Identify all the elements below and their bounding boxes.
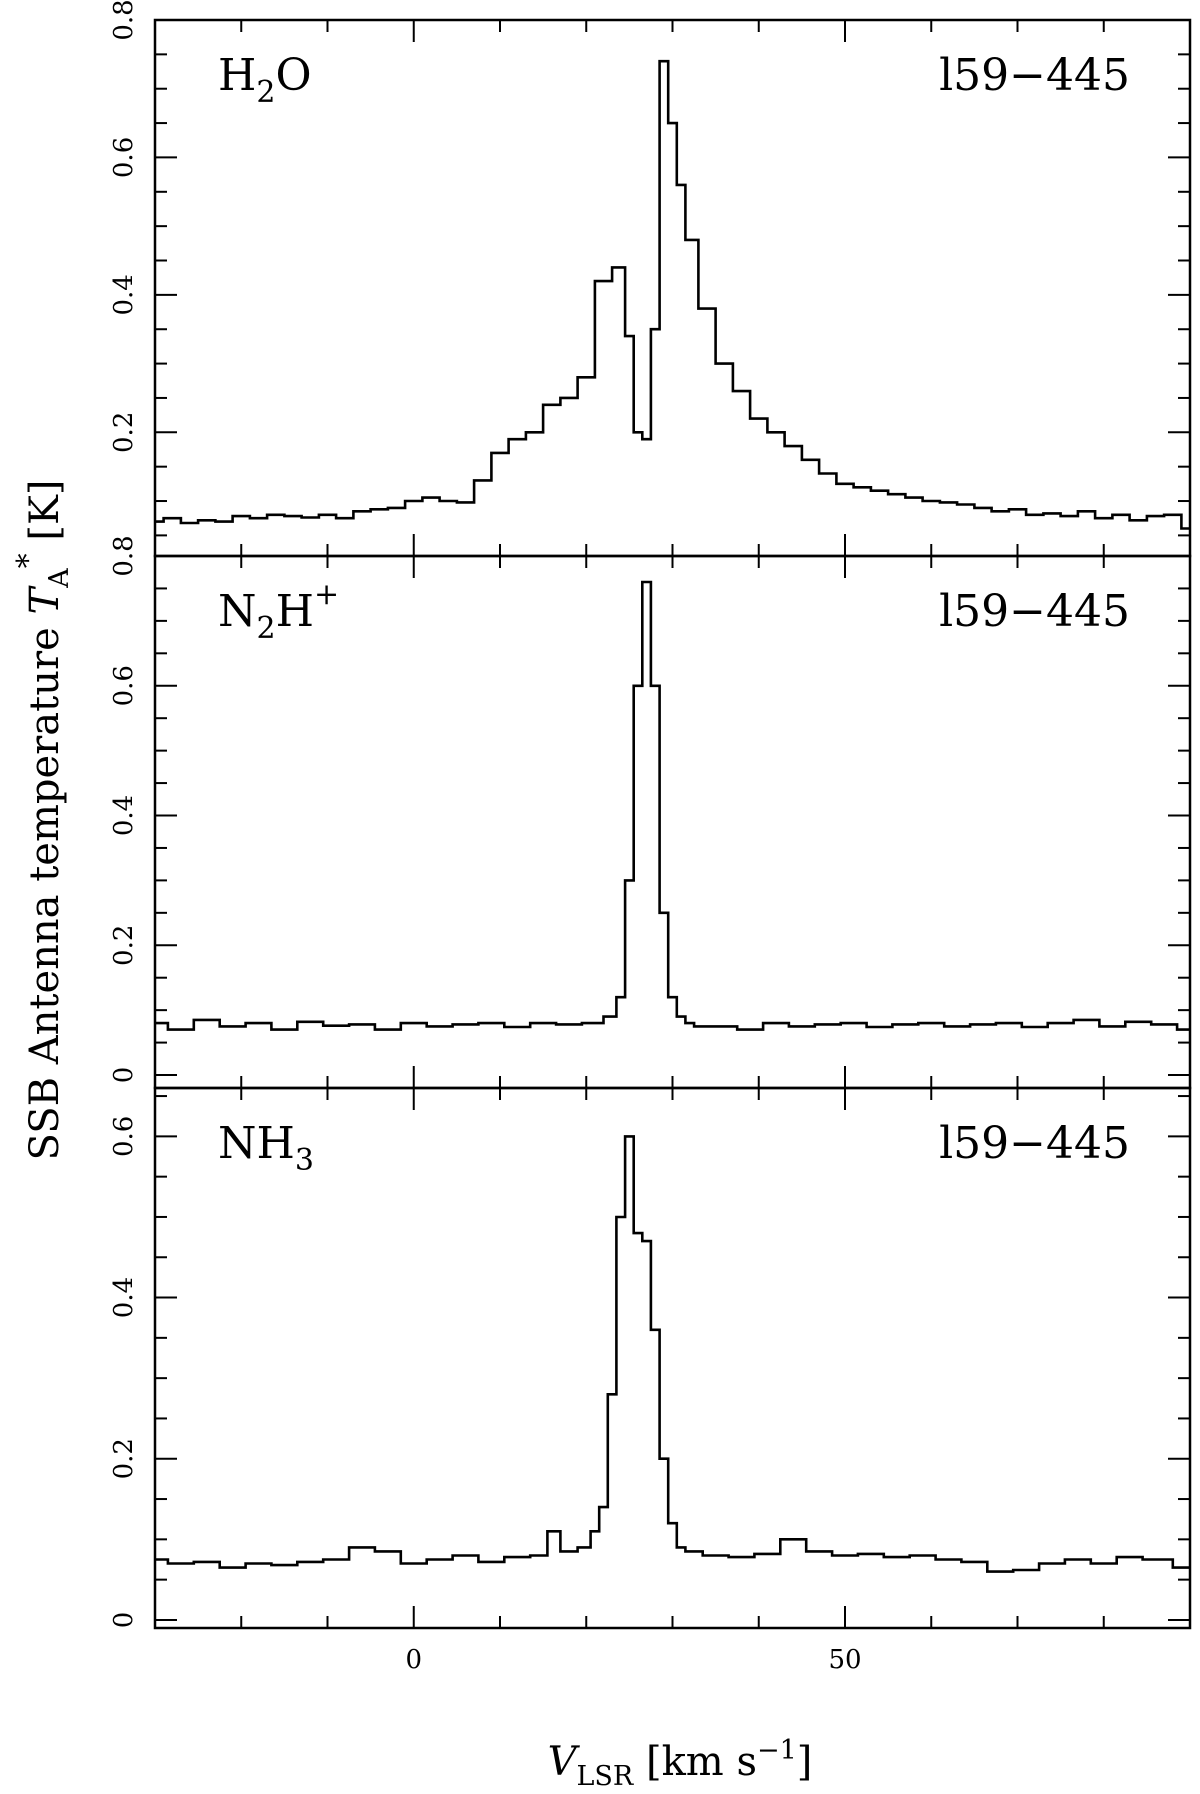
source-label: l59−445 [939,586,1130,637]
x-axis-title: VLSR [km s−1] [548,1735,813,1792]
spectrum-line [155,59,1190,530]
y-tick-label: 0.4 [109,274,139,315]
panel-1: 0.2 0.4 0.6 0.8 H2O l59−445 [109,0,1192,558]
y-tick-label: 0 [109,1612,139,1629]
y-tick-label: 0.4 [109,1277,139,1318]
x-tick-label: 50 [828,1645,861,1675]
source-label: l59−445 [939,50,1130,101]
y-tick-label: 0.6 [109,137,139,178]
y-tick-label: 0.6 [109,665,139,706]
x-tick-label: 0 [405,1645,422,1675]
y-tick-label: 0.8 [109,535,139,576]
spectrum-line [155,1135,1190,1573]
y-tick-label: 0.4 [109,795,139,836]
source-label: l59−445 [939,1118,1130,1169]
molecule-label: NH3 [218,1118,314,1178]
y-tick-label: 0.8 [109,0,139,41]
molecule-label: H2O [218,50,312,110]
x-tick-labels: 0 50 [405,1645,861,1675]
y-tick-label: 0 [109,1067,139,1084]
molecule-label: N2H+ [218,577,339,646]
panel-2: 0 0.2 0.4 0.6 0.8 N2H+ l59−445 [109,535,1192,1090]
y-tick-label: 0.6 [109,1116,139,1157]
y-tick-label: 0.2 [109,925,139,966]
spectra-panels: 0.2 0.4 0.6 0.8 H2O l59−445 0 0.2 0.4 0.6 0.8 N2H+ l… [109,0,1192,1675]
y-axis-title: SSB Antenna temperature TA* [K] [11,480,75,1161]
panel-3: 0 0.2 0.4 0.6 NH3 l59−445 [109,1086,1192,1630]
y-tick-label: 0.2 [109,412,139,453]
y-tick-label: 0.2 [109,1438,139,1479]
spectrum-line [155,580,1190,1031]
